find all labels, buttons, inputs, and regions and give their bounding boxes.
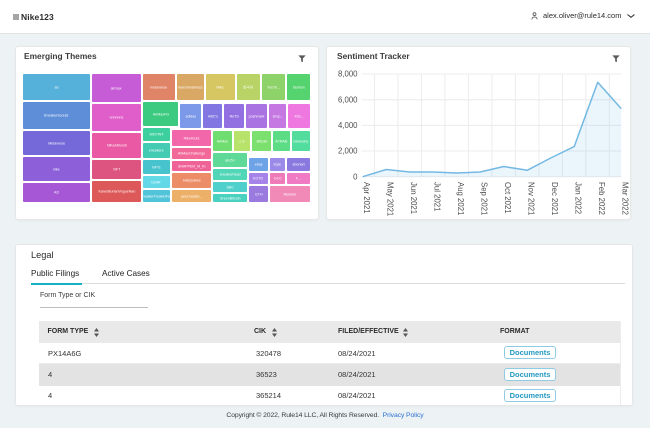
- svg-text:Jun 2021: Jun 2021: [409, 182, 418, 214]
- svg-text:Aug 2021: Aug 2021: [456, 182, 465, 215]
- svg-text:Mar 2022: Mar 2022: [621, 182, 630, 215]
- svg-text:Jul 2021: Jul 2021: [433, 182, 442, 211]
- svg-text:6,000: 6,000: [338, 95, 358, 104]
- svg-text:Nov 2021: Nov 2021: [527, 182, 536, 215]
- svg-text:May 2021: May 2021: [386, 182, 395, 216]
- svg-text:Oct 2021: Oct 2021: [503, 182, 512, 214]
- svg-text:2,000: 2,000: [338, 147, 358, 156]
- svg-text:4,000: 4,000: [338, 121, 358, 130]
- svg-text:Apr 2021: Apr 2021: [362, 182, 371, 214]
- svg-text:8,000: 8,000: [338, 70, 358, 79]
- svg-text:Jan 2022: Jan 2022: [574, 182, 583, 214]
- svg-text:Dec 2021: Dec 2021: [550, 182, 559, 215]
- svg-text:Feb 2022: Feb 2022: [597, 182, 606, 215]
- svg-text:0: 0: [353, 172, 358, 181]
- svg-text:Sep 2021: Sep 2021: [480, 182, 489, 215]
